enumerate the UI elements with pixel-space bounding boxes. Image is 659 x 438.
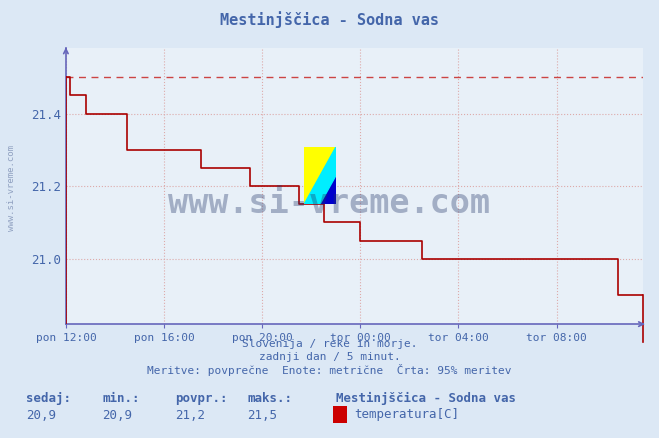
Text: Meritve: povprečne  Enote: metrične  Črta: 95% meritev: Meritve: povprečne Enote: metrične Črta:… [147,364,512,376]
Text: povpr.:: povpr.: [175,392,227,405]
Text: Slovenija / reke in morje.: Slovenija / reke in morje. [242,339,417,349]
Text: www.si-vreme.com: www.si-vreme.com [169,187,490,220]
Text: 21,5: 21,5 [247,409,277,422]
Text: 20,9: 20,9 [102,409,132,422]
Polygon shape [304,147,336,204]
Text: zadnji dan / 5 minut.: zadnji dan / 5 minut. [258,352,401,362]
Text: sedaj:: sedaj: [26,392,71,405]
Text: Mestinjščica - Sodna vas: Mestinjščica - Sodna vas [336,392,516,405]
Text: temperatura[C]: temperatura[C] [355,408,459,421]
Text: www.si-vreme.com: www.si-vreme.com [7,145,16,231]
Text: min.:: min.: [102,392,140,405]
Text: 20,9: 20,9 [26,409,57,422]
Text: 21,2: 21,2 [175,409,205,422]
Text: maks.:: maks.: [247,392,292,405]
Polygon shape [304,147,336,204]
Text: Mestinjščica - Sodna vas: Mestinjščica - Sodna vas [220,11,439,28]
